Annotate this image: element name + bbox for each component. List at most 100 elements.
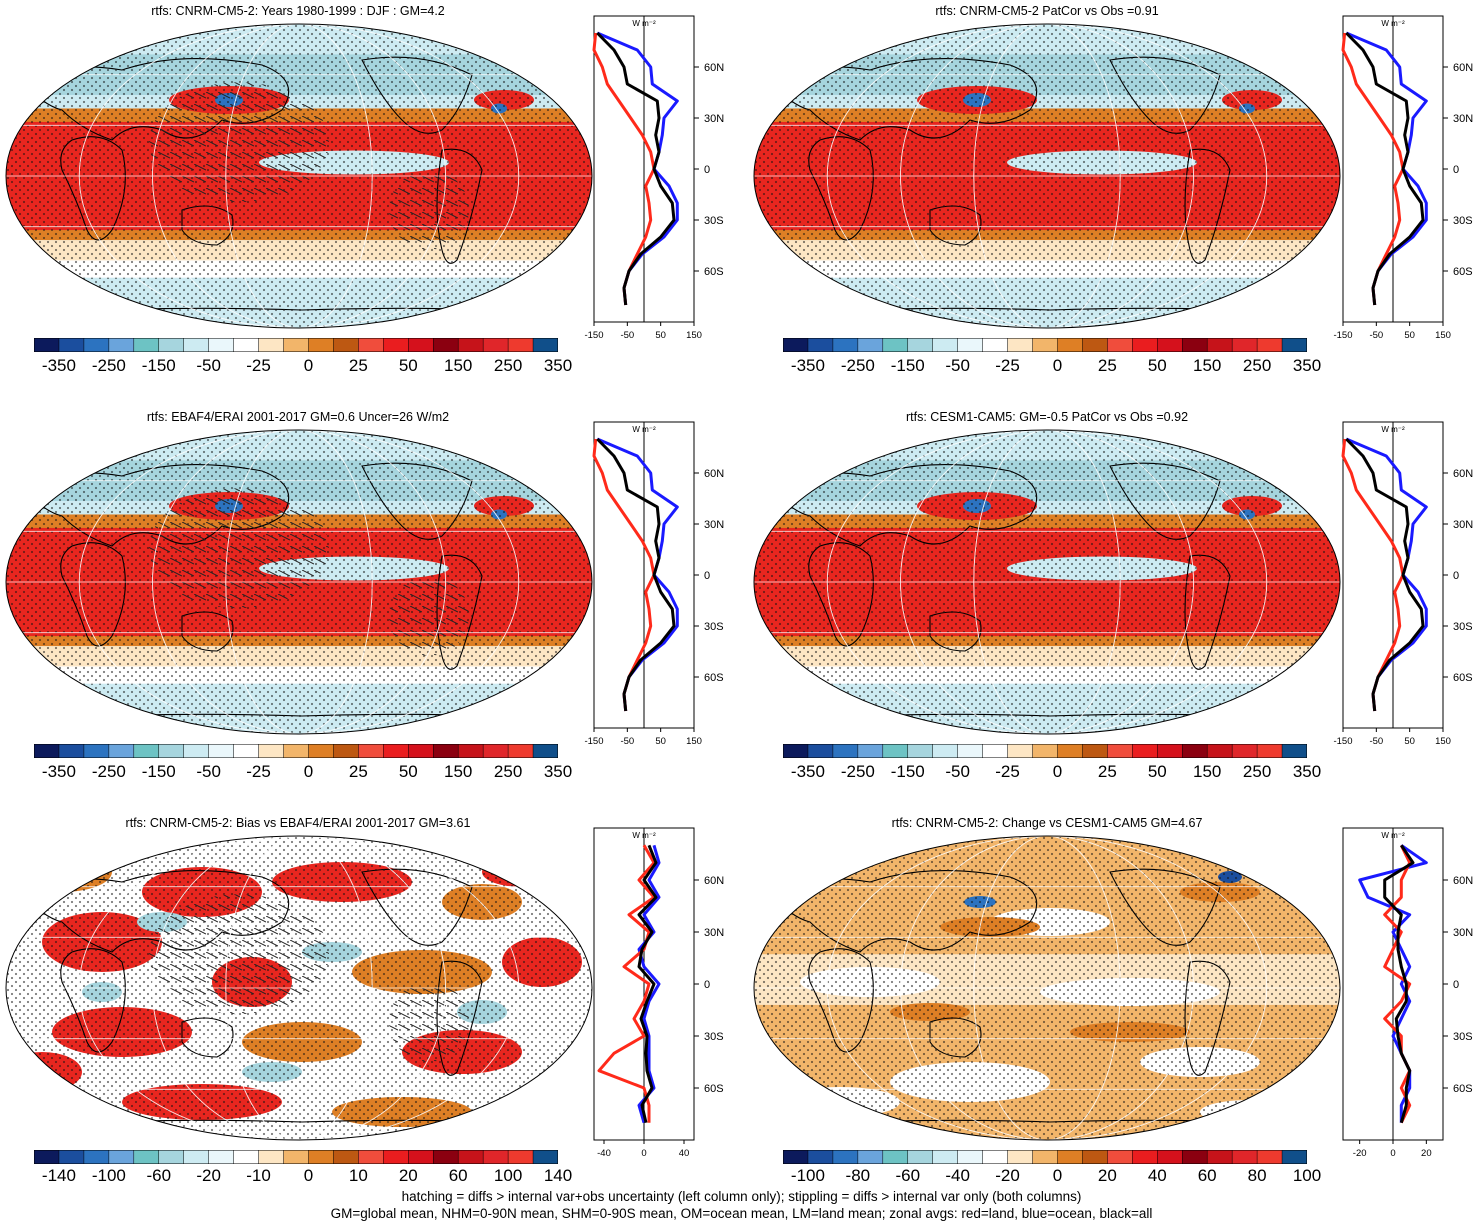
zonal-line-all — [1345, 437, 1425, 712]
graticule-lon — [78, 430, 520, 734]
zonal-lat-label: 60S — [704, 1083, 724, 1095]
colorbar-swatch — [783, 1150, 809, 1164]
zonal-line-land — [597, 844, 656, 1123]
colorbar-swatch — [158, 1150, 185, 1164]
colorbar-swatch — [832, 1150, 859, 1164]
colorbar-2 — [783, 338, 1307, 352]
colorbar-label: -50 — [196, 762, 221, 781]
graticule-lon — [826, 836, 1268, 1140]
colorbar-swatch — [457, 744, 484, 758]
colorbar-swatch — [58, 338, 85, 352]
colorbar-swatch — [408, 1150, 434, 1164]
zonal-lat-label: 0 — [704, 164, 710, 176]
colorbar-swatch — [857, 744, 884, 758]
map-outline — [753, 23, 1341, 329]
hatching — [389, 981, 469, 1062]
colorbar-swatch — [1206, 338, 1233, 352]
zonal-lat-label: 30S — [1453, 215, 1473, 227]
colorbar-swatch — [1007, 338, 1034, 352]
colorbar-swatch — [358, 744, 385, 758]
zonal-lat-label: 30S — [704, 215, 724, 227]
graticule-lon — [973, 836, 1121, 1140]
map-outline — [5, 835, 593, 1141]
colorbar-label: -20 — [196, 1166, 221, 1185]
colorbar-label: -100 — [790, 1166, 825, 1185]
colorbar-swatch — [857, 1150, 884, 1164]
colorbar-swatch — [507, 744, 534, 758]
colorbar-swatch — [1057, 744, 1084, 758]
colorbar-swatch — [383, 744, 410, 758]
zonal-lat-label: 30N — [704, 519, 724, 531]
colorbar-label: -100 — [91, 1166, 126, 1185]
map-field — [6, 430, 592, 734]
colorbar-swatch — [283, 744, 310, 758]
zonal-x-label: -50 — [620, 330, 634, 341]
zonal-x-label: -50 — [1369, 736, 1383, 747]
colorbar-label: 50 — [398, 762, 418, 781]
colorbar-swatch — [1231, 744, 1258, 758]
colorbar-swatch — [1057, 338, 1084, 352]
colorbar-swatch — [1082, 1150, 1109, 1164]
colorbar-label: 150 — [1193, 762, 1222, 781]
colorbar-swatch — [58, 1150, 85, 1164]
colorbar-label: -60 — [146, 1166, 172, 1185]
colorbar-swatch — [932, 1150, 959, 1164]
field-gulfstream-west — [6, 81, 39, 102]
zonal-lat-label: 30N — [704, 927, 724, 939]
zonal-line-ocean — [1345, 31, 1428, 306]
graticule-lon — [152, 430, 446, 734]
zonal-line-ocean — [596, 437, 679, 712]
colorbar-label: 250 — [1242, 762, 1272, 781]
zonal-x-label: -20 — [1353, 1148, 1367, 1159]
colorbar-swatch — [432, 744, 459, 758]
graticule-lon — [152, 24, 446, 328]
colorbar-labels-1: -350 -250 -150 -50 -25 0 25 50 150 250 350 — [34, 356, 572, 380]
map-field — [6, 24, 592, 328]
zonal-x-label: 0 — [641, 1148, 646, 1159]
colorbar-swatch — [183, 744, 210, 758]
colorbar-label: 20 — [1097, 1166, 1117, 1185]
colorbar-swatch — [957, 1150, 984, 1164]
colorbar-labels-3: -350 -250 -150 -50 -25 0 25 50 150 250 350 — [34, 762, 572, 786]
zonal-lat-label: 0 — [1453, 164, 1459, 176]
graticule-lon — [225, 24, 373, 328]
zonal-line-ocean — [637, 844, 661, 1124]
colorbar-swatch — [308, 338, 335, 352]
colorbar-label: -150 — [890, 356, 925, 375]
colorbar-swatch — [358, 1150, 385, 1164]
colorbar-swatch — [34, 338, 60, 352]
colorbar-swatch — [507, 338, 534, 352]
zonal-lat-label: 60N — [704, 468, 724, 480]
colorbar-label: -20 — [995, 1166, 1020, 1185]
zonal-line-all — [596, 31, 676, 306]
map-panel-5 — [5, 835, 593, 1141]
colorbar-swatch — [108, 338, 135, 352]
colorbar-label: -140 — [41, 1166, 76, 1185]
colorbar-label: -350 — [41, 356, 76, 375]
colorbar-swatch — [832, 744, 859, 758]
colorbar-label: 25 — [348, 356, 368, 375]
colorbar-label: 150 — [444, 356, 473, 375]
graticule — [754, 836, 1340, 1140]
panel-title-6: rtfs: CNRM-CM5-2: Change vs CESM1-CAM5 G… — [891, 816, 1203, 830]
colorbar-swatch — [283, 338, 310, 352]
colorbar-labels-5: -140 -100 -60 -20 -10 0 10 20 60 100 140 — [34, 1166, 572, 1190]
colorbar-label: -25 — [995, 762, 1020, 781]
colorbar-label: 350 — [543, 356, 573, 375]
zonal-x-label: 150 — [686, 736, 702, 747]
graticule-lon — [973, 430, 1121, 734]
panel-title-1: rtfs: CNRM-CM5-2: Years 1980-1999 : DJF … — [151, 4, 445, 18]
colorbar-label: -350 — [790, 762, 825, 781]
zonal-lat-label: 0 — [1453, 979, 1459, 991]
zonal-x-label: 40 — [679, 1148, 690, 1159]
colorbar-label: -25 — [246, 356, 271, 375]
colorbar-swatch — [1231, 338, 1258, 352]
zonal-x-label: 50 — [655, 736, 666, 747]
colorbar-label: -250 — [840, 356, 875, 375]
zonal-line-ocean — [596, 31, 679, 306]
footer-line-1: hatching = diffs > internal var+obs unce… — [401, 1189, 1082, 1204]
colorbar-swatch — [1157, 744, 1183, 758]
